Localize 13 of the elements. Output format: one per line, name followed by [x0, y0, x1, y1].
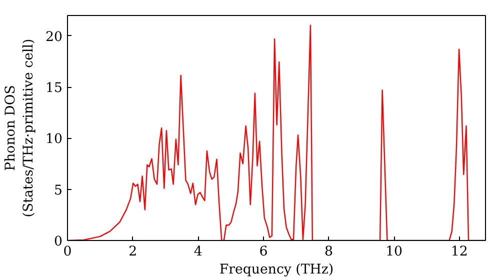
x-tick-label: 12 — [450, 244, 468, 260]
y-tick-label: 5 — [54, 183, 63, 198]
y-tick-label: 20 — [46, 30, 63, 45]
x-tick-label: 6 — [259, 244, 268, 260]
y-axis-title: Phonon DOS (States/THz·primitive cell) — [4, 38, 37, 218]
y-tick-label: 15 — [46, 81, 63, 96]
x-axis-title: Frequency (THz) — [219, 262, 334, 278]
x-tick-label: 2 — [128, 244, 138, 260]
x-tick-label: 10 — [386, 244, 403, 260]
y-tick-label: 10 — [46, 132, 63, 148]
x-tick-label: 8 — [324, 244, 333, 260]
y-tick-label: 0 — [54, 234, 63, 250]
x-tick-label: 4 — [194, 244, 202, 260]
